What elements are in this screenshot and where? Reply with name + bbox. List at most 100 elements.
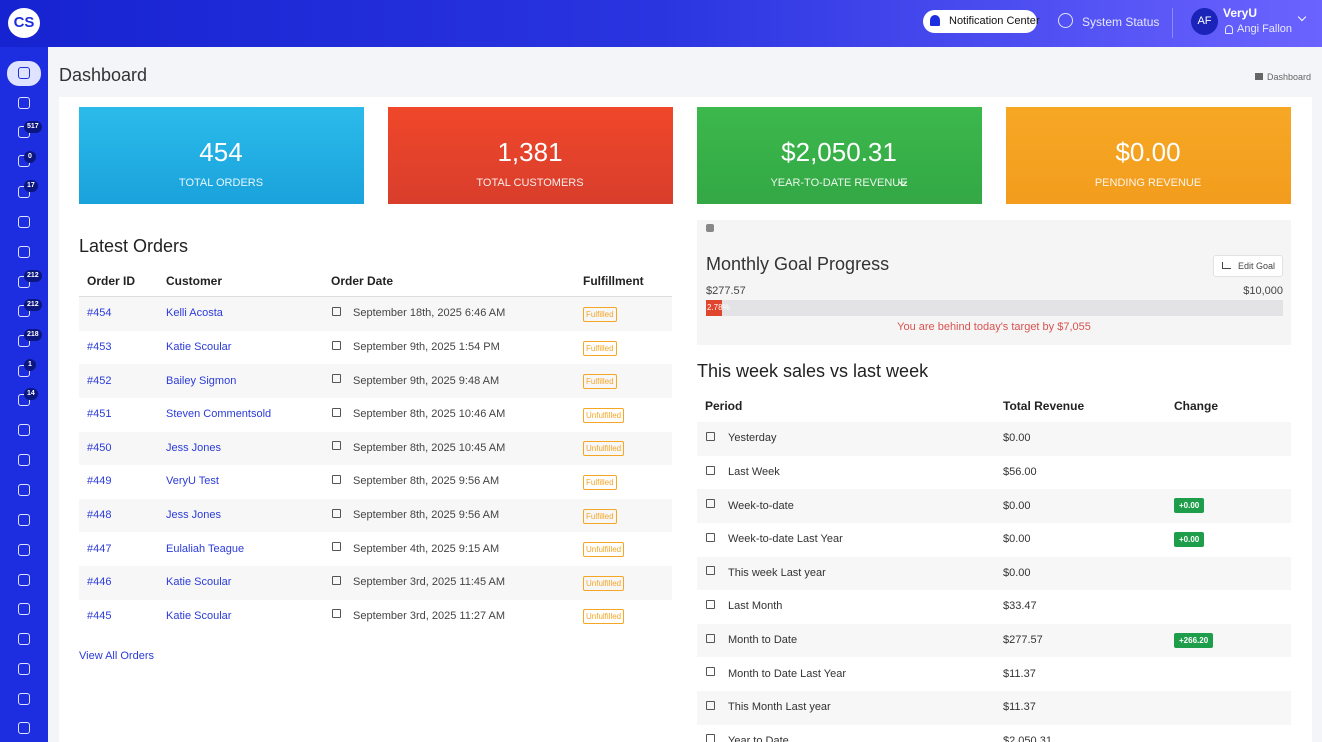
- stat-value: $2,050.31: [781, 136, 897, 167]
- goal-title: Monthly Goal Progress: [706, 254, 890, 275]
- customer-name[interactable]: Eulaliah Teague: [166, 542, 245, 555]
- order-id[interactable]: #449: [87, 475, 112, 488]
- nav-badge: 212: [24, 270, 42, 282]
- order-id[interactable]: #447: [87, 542, 112, 555]
- revenue-value: $33.47: [1003, 600, 1037, 613]
- logo[interactable]: CS: [8, 8, 40, 38]
- order-id[interactable]: #445: [87, 609, 112, 622]
- customer-name[interactable]: Katie Scoular: [166, 609, 232, 622]
- stat-card[interactable]: [697, 107, 982, 204]
- nav-badge: 212: [24, 299, 42, 311]
- calendar-icon: [706, 700, 715, 710]
- active-nav-bg: [7, 61, 41, 86]
- order-id[interactable]: #446: [87, 576, 112, 589]
- stat-label: YEAR-TO-DATE REVENUE: [770, 177, 908, 190]
- calendar-icon: [706, 532, 715, 542]
- order-id[interactable]: #451: [87, 408, 112, 421]
- change-badge: +0.00: [1174, 498, 1205, 514]
- fulfillment-badge: Unfulfilled: [583, 441, 625, 457]
- order-id[interactable]: #454: [87, 307, 112, 320]
- goal-target: $10,000: [1243, 285, 1283, 298]
- calendar-icon: [706, 667, 715, 677]
- customer-name[interactable]: Kelli Acosta: [166, 307, 223, 320]
- system-status-label[interactable]: System Status: [1082, 14, 1160, 29]
- customer-name[interactable]: Bailey Sigmon: [166, 374, 237, 387]
- bell-icon: [930, 15, 940, 26]
- fulfillment-badge: Fulfilled: [583, 508, 617, 524]
- fulfillment-badge: Fulfilled: [583, 307, 617, 322]
- customer-name[interactable]: Jess Jones: [166, 508, 222, 521]
- period-label: Month to Date: [728, 633, 798, 646]
- user-name[interactable]: Angi Fallon: [1237, 23, 1293, 36]
- order-id[interactable]: #450: [87, 441, 112, 454]
- stat-card: [388, 107, 673, 204]
- order-date: September 18th, 2025 6:46 AM: [353, 307, 506, 320]
- order-id[interactable]: #453: [87, 340, 112, 353]
- edit-goal-label[interactable]: Edit Goal: [1238, 260, 1276, 271]
- row-stripe: [79, 431, 672, 466]
- nav-icon[interactable]: [18, 484, 30, 496]
- fulfillment-badge: Unfulfilled: [583, 542, 625, 558]
- account-name[interactable]: VeryU: [1223, 5, 1258, 20]
- table-rule: [79, 296, 672, 297]
- nav-icon[interactable]: [18, 693, 30, 705]
- period-label: Last Week: [728, 465, 780, 478]
- nav-icon[interactable]: [18, 544, 30, 556]
- nav-icon[interactable]: [18, 722, 30, 734]
- nav-icon[interactable]: [18, 424, 30, 436]
- customer-name[interactable]: Jess Jones: [166, 441, 222, 454]
- row-stripe: [79, 498, 672, 533]
- nav-icon[interactable]: [18, 633, 30, 645]
- nav-badge: 0: [24, 151, 36, 163]
- edit-goal-button[interactable]: [1213, 255, 1283, 277]
- breadcrumb[interactable]: Dashboard: [1267, 71, 1312, 82]
- progress-track: [706, 300, 1283, 316]
- revenue-value: $0.00: [1003, 566, 1031, 579]
- nav-icon[interactable]: [18, 216, 30, 228]
- customer-name[interactable]: VeryU Test: [166, 475, 219, 488]
- period-label: Week-to-date Last Year: [728, 533, 843, 546]
- nav-icon[interactable]: [18, 67, 30, 79]
- nav-icon[interactable]: [18, 514, 30, 526]
- nav-badge: 517: [24, 121, 42, 133]
- customer-name[interactable]: Katie Scoular: [166, 576, 232, 589]
- customer-name[interactable]: Steven Commentsold: [166, 408, 272, 421]
- revenue-value: $0.00: [1003, 533, 1031, 546]
- top-bar: [0, 0, 1322, 47]
- nav-icon[interactable]: [18, 454, 30, 466]
- nav-icon[interactable]: [18, 97, 30, 109]
- view-all-link[interactable]: View All Orders: [79, 650, 154, 663]
- divider: [1172, 8, 1173, 38]
- order-id[interactable]: #448: [87, 508, 112, 521]
- order-id[interactable]: #452: [87, 374, 112, 387]
- nav-badge: 1: [24, 359, 36, 371]
- row-stripe: [79, 297, 672, 331]
- row-stripe: [79, 566, 672, 600]
- avatar[interactable]: AF: [1191, 8, 1218, 35]
- nav-icon[interactable]: [18, 603, 30, 615]
- change-badge: +266.20: [1174, 632, 1214, 648]
- column-header: Fulfillment: [583, 273, 644, 288]
- calendar-icon cal: [332, 407, 341, 417]
- order-date: September 8th, 2025 10:46 AM: [353, 408, 506, 421]
- status-icon: [1058, 13, 1073, 28]
- calendar-icon cal: [332, 374, 341, 384]
- notification-button[interactable]: [923, 10, 1037, 33]
- calendar-icon cal: [332, 542, 341, 552]
- stat-label: TOTAL ORDERS: [178, 177, 264, 190]
- order-date: September 3rd, 2025 11:27 AM: [353, 609, 506, 622]
- nav-icon[interactable]: [18, 574, 30, 586]
- column-header: Change: [1174, 398, 1219, 413]
- stat-card: [1006, 107, 1291, 204]
- fulfillment-badge: Unfulfilled: [583, 407, 625, 423]
- period-label: Yesterday: [728, 432, 777, 445]
- notification-label[interactable]: Notification Center: [949, 15, 1040, 28]
- fulfillment-badge: Fulfilled: [583, 475, 617, 490]
- period-label: Week-to-date: [728, 499, 794, 512]
- customer-name[interactable]: Katie Scoular: [166, 340, 232, 353]
- nav-icon[interactable]: [18, 663, 30, 675]
- period-label: This week Last year: [728, 566, 826, 579]
- revenue-value: $2,050.31: [1003, 734, 1052, 742]
- nav-icon[interactable]: [18, 246, 30, 258]
